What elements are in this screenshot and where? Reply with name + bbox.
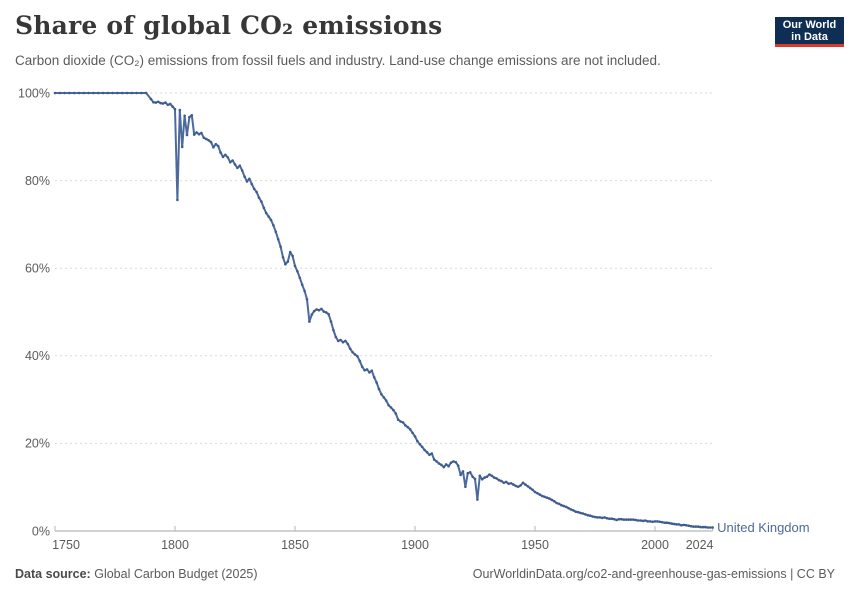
x-axis-tick-label: 1950 — [521, 538, 549, 552]
x-axis-tick-label: 2000 — [641, 538, 669, 552]
y-axis-tick-label: 20% — [25, 437, 50, 451]
entity-label[interactable]: United Kingdom — [717, 520, 810, 535]
chart-footer: Data source: Global Carbon Budget (2025)… — [15, 567, 835, 581]
footer-link[interactable]: OurWorldinData.org/co2-and-greenhouse-ga… — [472, 567, 835, 581]
x-axis-tick-label: 1850 — [281, 538, 309, 552]
data-source: Data source: Global Carbon Budget (2025) — [15, 567, 258, 581]
owid-logo-text-line1: Our World — [782, 18, 837, 31]
x-axis-tick-label: 1900 — [401, 538, 429, 552]
x-axis-tick-label: 1750 — [52, 538, 80, 552]
y-axis-tick-label: 100% — [18, 86, 50, 100]
chart-canvas[interactable]: 0% 20% 40% 60% 80% 100% 1750 1800 1850 1900 1950 20… — [0, 80, 850, 560]
y-axis-tick-label: 80% — [25, 174, 50, 188]
x-axis-tick-label: 2024 — [686, 538, 714, 552]
x-axis-tick-label: 1800 — [161, 538, 189, 552]
data-source-label: Data source: — [15, 567, 91, 581]
chart-subtitle: Carbon dioxide (CO₂) emissions from foss… — [15, 53, 661, 68]
y-axis-tick-label: 0% — [32, 524, 50, 538]
data-point-markers — [53, 91, 714, 529]
owid-logo-text-line2: in Data — [791, 30, 828, 43]
data-source-text: Global Carbon Budget (2025) — [94, 567, 258, 581]
y-axis-tick-label: 60% — [25, 262, 50, 276]
page-title: Share of global CO₂ emissions — [15, 11, 443, 40]
owid-logo[interactable]: Our World in Data — [775, 17, 844, 47]
series-line-united-kingdom[interactable] — [54, 92, 714, 529]
y-axis-tick-label: 40% — [25, 349, 50, 363]
